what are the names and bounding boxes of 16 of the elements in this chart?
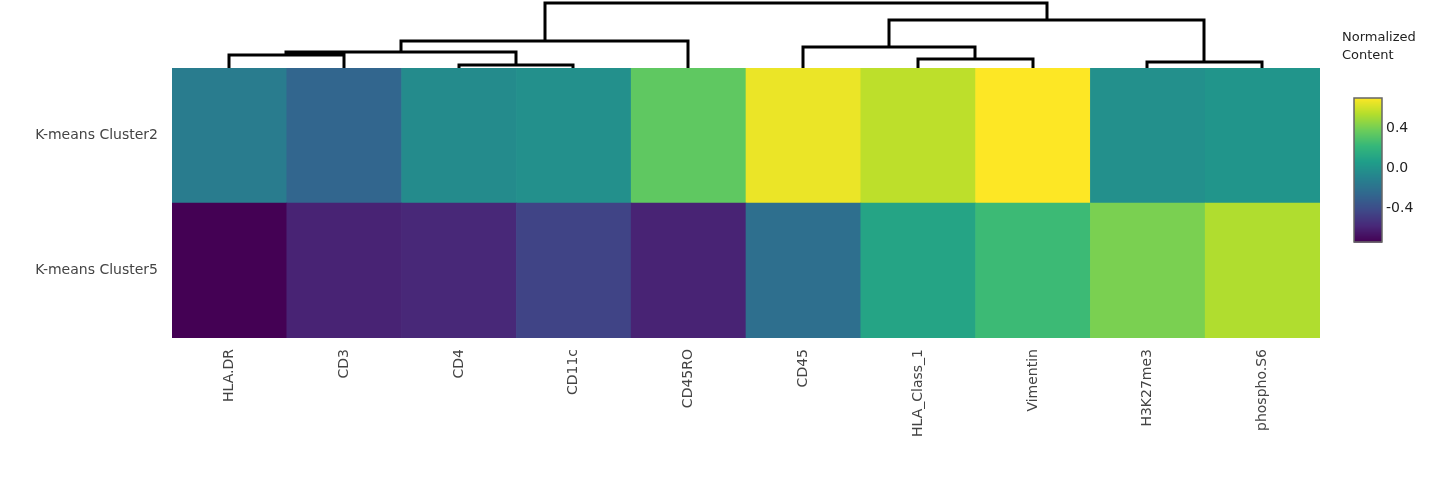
x-tick-label: CD45RO [679, 349, 696, 409]
x-tick-label: Vimentin [1023, 349, 1040, 412]
x-tick-label: CD11c [564, 349, 581, 396]
color-bar-label: 0.0 [1386, 158, 1409, 175]
color-bar-label: -0.4 [1386, 198, 1414, 215]
x-tick-label: HLA.DR [220, 348, 237, 402]
y-tick-label: K-means Cluster2 [35, 126, 158, 143]
color-bar-label: 0.4 [1386, 118, 1409, 135]
x-tick-label: phospho.S6 [1253, 348, 1270, 431]
y-tick-label: K-means Cluster5 [35, 261, 158, 278]
x-tick-label: HLA_Class_1 [908, 349, 925, 437]
x-tick-label: CD4 [449, 348, 466, 379]
x-tick-label: H3K27me3 [1138, 349, 1155, 427]
x-tick-label: CD45 [794, 349, 811, 388]
x-tick-label: CD3 [334, 349, 351, 379]
color-bar-title: Normalized Content [1342, 29, 1416, 62]
